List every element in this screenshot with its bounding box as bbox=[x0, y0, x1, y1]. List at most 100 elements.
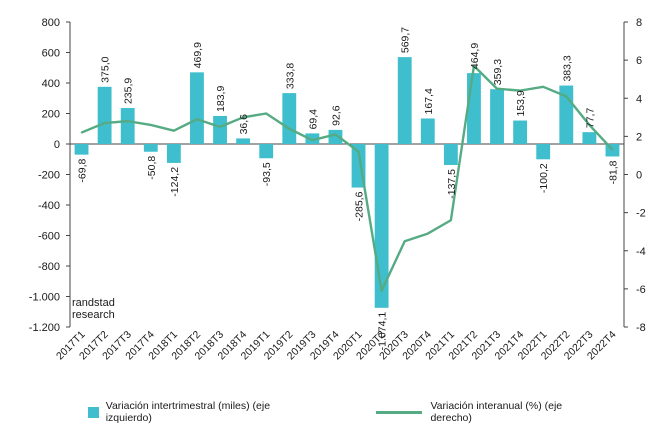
left-tick-label: -1.000 bbox=[29, 292, 60, 304]
bar-data-label: -124,2 bbox=[169, 167, 181, 197]
line-point bbox=[565, 95, 568, 98]
line-point bbox=[196, 118, 198, 121]
bar-data-label: 183,9 bbox=[215, 86, 227, 112]
bar-data-label: -93,5 bbox=[261, 162, 273, 186]
bar bbox=[582, 132, 597, 144]
bar bbox=[259, 144, 274, 159]
bar-data-label: 333,8 bbox=[284, 63, 296, 89]
bar bbox=[305, 133, 320, 144]
legend-item-line: Variación interanual (%) (eje derecho) bbox=[375, 400, 602, 424]
left-tick-label: -800 bbox=[38, 261, 60, 273]
right-tick-label: 0 bbox=[636, 170, 642, 182]
axes: 800 600 400 200 0 -200 -400 -600 -800 -1.000 -1.20… bbox=[29, 17, 646, 362]
bar-data-label: 569,7 bbox=[400, 27, 412, 53]
line-point bbox=[588, 124, 591, 126]
left-tick-label: 800 bbox=[42, 17, 60, 29]
bar-data-label: 235,9 bbox=[123, 78, 135, 104]
bar-data-label: 153,9 bbox=[515, 90, 527, 116]
bar-data-label: -69,8 bbox=[77, 158, 89, 182]
line-point bbox=[311, 139, 314, 141]
line-point bbox=[334, 133, 337, 136]
line-point bbox=[242, 116, 244, 119]
line-point bbox=[288, 127, 291, 130]
bar-data-label: 167,4 bbox=[423, 88, 435, 114]
bar bbox=[397, 57, 412, 144]
right-tick-label: -8 bbox=[636, 322, 646, 334]
watermark-line: randstad bbox=[72, 297, 115, 309]
line-path bbox=[81, 64, 614, 292]
left-tick-label: -200 bbox=[38, 170, 60, 182]
line-point bbox=[473, 65, 475, 67]
legend-bar-swatch bbox=[88, 406, 99, 418]
bar bbox=[213, 115, 227, 144]
bar-data-label: -137,5 bbox=[446, 169, 458, 199]
bar bbox=[97, 86, 112, 144]
right-tick-label: -4 bbox=[636, 246, 646, 258]
data-labels: -69,8 375,0 235,9 -50,8 -124,2 469,9 183,9 36,6… bbox=[77, 27, 620, 351]
bar-data-label: 77,7 bbox=[584, 108, 596, 129]
line-point bbox=[265, 112, 268, 115]
line-point bbox=[103, 122, 106, 124]
line-point bbox=[357, 150, 360, 153]
line-point bbox=[380, 289, 383, 292]
bar-data-label: 375,0 bbox=[100, 56, 112, 82]
line-point bbox=[542, 86, 545, 88]
line-point bbox=[149, 124, 152, 126]
bar-data-label: 464,9 bbox=[469, 43, 481, 69]
line-point bbox=[403, 240, 406, 243]
line-point bbox=[80, 131, 83, 134]
left-tick-label: 400 bbox=[42, 78, 60, 90]
legend-item-bars: Variación intertrimestral (miles) (eje i… bbox=[88, 400, 314, 424]
bar-data-label: 383,3 bbox=[561, 55, 573, 81]
bar bbox=[536, 144, 551, 160]
bar-data-label: 359,3 bbox=[492, 59, 504, 85]
bar-data-label: -1.074,1 bbox=[377, 312, 389, 351]
bar bbox=[74, 144, 89, 155]
bar-data-label: 469,9 bbox=[192, 42, 204, 68]
line-point bbox=[611, 148, 614, 151]
left-tick-label: 0 bbox=[54, 139, 60, 151]
bar bbox=[190, 72, 204, 144]
bar bbox=[490, 89, 504, 144]
bar bbox=[420, 118, 435, 144]
bar-data-label: -285,6 bbox=[354, 191, 366, 221]
line-point bbox=[173, 129, 175, 132]
bar bbox=[467, 73, 481, 144]
left-tick-label: -400 bbox=[38, 200, 60, 212]
line-point bbox=[519, 89, 521, 92]
bar bbox=[513, 120, 528, 144]
line-point bbox=[426, 232, 429, 235]
bar-data-label: 92,6 bbox=[330, 105, 342, 126]
right-tick-label: -2 bbox=[636, 208, 646, 220]
bar bbox=[143, 144, 158, 152]
left-tick-label: -600 bbox=[38, 231, 60, 243]
line-point bbox=[219, 126, 221, 128]
right-tick-label: 8 bbox=[636, 17, 642, 29]
left-tick-label: -1.200 bbox=[29, 322, 60, 334]
line-point bbox=[450, 219, 452, 222]
bar bbox=[282, 93, 297, 144]
bar bbox=[120, 108, 135, 144]
bar bbox=[328, 129, 343, 144]
right-tick-label: 2 bbox=[636, 131, 642, 143]
legend-line-swatch bbox=[375, 410, 423, 414]
bar bbox=[374, 144, 389, 308]
bar bbox=[443, 144, 458, 165]
right-tick-label: -6 bbox=[636, 284, 646, 296]
bar bbox=[166, 144, 181, 163]
bar-data-label: -81,8 bbox=[607, 160, 619, 184]
right-tick-label: 6 bbox=[636, 55, 642, 67]
line-point bbox=[126, 120, 129, 122]
bar bbox=[236, 138, 251, 144]
line-series bbox=[80, 64, 614, 292]
bar-data-label: 69,4 bbox=[307, 109, 319, 130]
left-tick-label: 600 bbox=[42, 48, 60, 60]
legend-bar-label: Variación intertrimestral (miles) (eje i… bbox=[105, 400, 271, 424]
watermark-line: research bbox=[72, 309, 115, 321]
left-tick-label: 200 bbox=[42, 109, 60, 121]
bar-data-label: 36,6 bbox=[238, 114, 250, 135]
line-point bbox=[496, 87, 498, 90]
legend: Variación intertrimestral (miles) (eje i… bbox=[88, 400, 664, 424]
